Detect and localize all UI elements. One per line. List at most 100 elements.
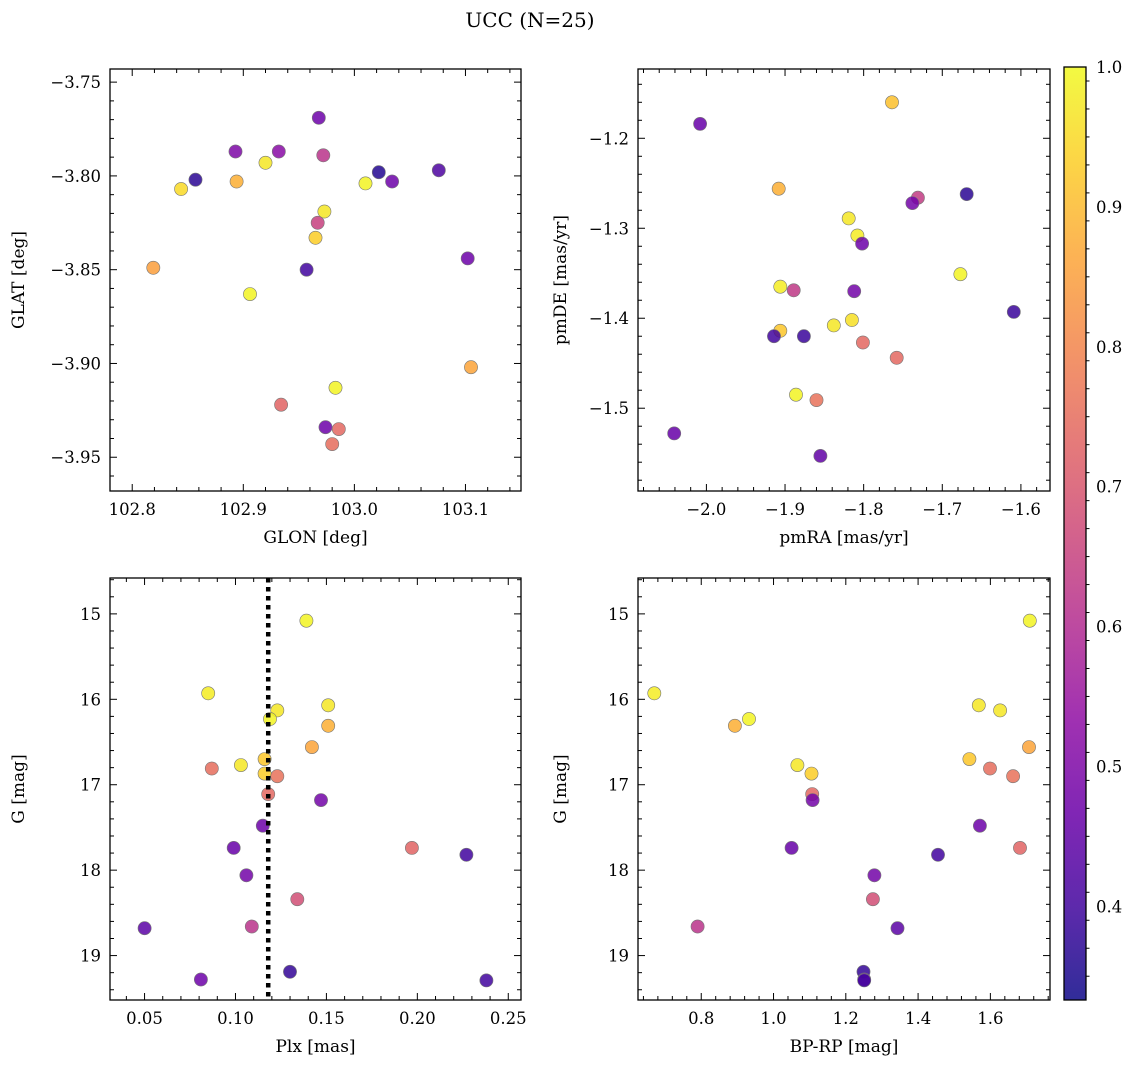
data-point [856,335,870,350]
data-point [993,703,1007,718]
x-tick-label: −1.6 [1001,500,1041,519]
y-tick-label: 16 [608,690,629,709]
data-point [244,919,259,934]
data-point [331,422,346,436]
y-tick-label: −3.75 [50,73,101,92]
data-point [174,182,188,196]
data-point [905,196,920,210]
data-point [310,215,325,230]
x-tick-label: 1.2 [833,1009,859,1028]
data-point [962,752,977,766]
data-point [317,204,332,219]
data-point [271,144,286,159]
axes-frame [637,577,1051,1001]
x-tick-label: −2.0 [686,500,726,519]
data-point [1006,769,1020,784]
data-point [953,267,968,282]
data-point [193,972,208,987]
data-point [784,841,799,855]
data-point [226,841,241,855]
x-tick-label: 0.15 [308,1009,345,1028]
data-point [959,187,974,201]
data-point [805,793,820,807]
data-point [459,847,474,862]
data-point [847,284,862,299]
data-point [867,868,882,883]
x-tick-label: 0.25 [490,1009,527,1028]
data-point [460,251,475,266]
y-tick-label: −1.2 [589,129,629,148]
data-point [233,758,248,772]
colorbar: 0.4 0.5 0.6 0.7 0.8 0.9 1.0 [1063,58,1122,1001]
data-point [866,892,880,907]
data-point [983,761,997,776]
data-point [321,698,336,713]
data-point [890,921,905,936]
data-point [1022,740,1036,754]
data-point [889,350,904,365]
y-tick-label: 17 [80,776,101,795]
y-tick-label: 18 [608,861,629,880]
data-point [804,766,819,781]
data-point [773,279,788,294]
panel-bprp-g: 0.8 1.0 1.2 1.4 1.6 15 16 17 18 19 BP-RP [mag] G [m… [551,577,1051,1057]
panels: 102.8 102.9 103.0 103.1 −3.75 −3.80 −3.85 −3.90… [9,68,1051,1057]
data-point [299,262,314,277]
data-point [201,686,216,701]
y-tick-label: 15 [80,605,101,624]
x-tick-label: 103.0 [331,500,378,519]
data-point [885,95,899,110]
data-point [228,144,243,159]
x-axis-label: GLON [deg] [263,528,367,548]
y-tick-label: −3.95 [50,448,101,467]
panel-pmra-pmde: −2.0 −1.9 −1.8 −1.7 −1.6 −1.2 −1.3 −1.4 −1.5 pmRA… [551,68,1051,548]
data-point [790,758,805,772]
data-point [229,174,244,189]
axes-frame [637,68,1051,492]
data-point [358,176,373,191]
data-point [137,921,152,936]
data-point [857,973,872,988]
data-point [321,718,336,733]
data-point [299,613,314,628]
data-point [308,230,323,245]
x-axis-label: BP-RP [mag] [790,1037,899,1057]
data-point [742,712,756,726]
data-point [971,698,986,713]
x-axis-label: pmRA [mas/yr] [779,528,908,548]
y-axis-label: GLAT [deg] [9,231,29,329]
y-axis-label: pmDE [mas/yr] [551,215,571,345]
x-tick-label: −1.8 [844,500,884,519]
data-point [771,181,786,196]
data-point [431,163,446,178]
data-point [667,426,682,441]
data-point [809,393,824,407]
x-tick-label: 103.1 [442,500,489,519]
colorbar-gradient [1064,67,1086,1000]
data-point [243,287,257,301]
data-point [274,397,288,412]
x-tick-label: 1.4 [905,1009,931,1028]
data-point [283,964,297,979]
colorbar-frame [1063,66,1087,1001]
data-point [314,793,328,807]
x-tick-label: 0.10 [217,1009,254,1028]
data-point [146,260,161,275]
panel-glon-glat: 102.8 102.9 103.0 103.1 −3.75 −3.80 −3.85 −3.90… [9,68,522,548]
panel-plx-g: 0.05 0.10 0.15 0.20 0.25 15 16 17 18 19 Plx [mas] G… [9,577,527,1057]
data-point [1006,304,1021,319]
y-tick-label: −1.3 [589,219,629,238]
y-tick-label: 18 [80,861,101,880]
colorbar-tick-label: 0.5 [1096,757,1122,776]
data-point [270,769,285,784]
data-point [767,329,781,344]
data-point [479,973,494,988]
data-point [728,718,742,733]
data-point [204,761,219,776]
data-point [855,236,869,251]
y-tick-label: −3.80 [50,167,101,186]
colorbar-tick-label: 1.0 [1096,58,1122,77]
data-point [304,740,319,754]
data-point [845,313,859,327]
